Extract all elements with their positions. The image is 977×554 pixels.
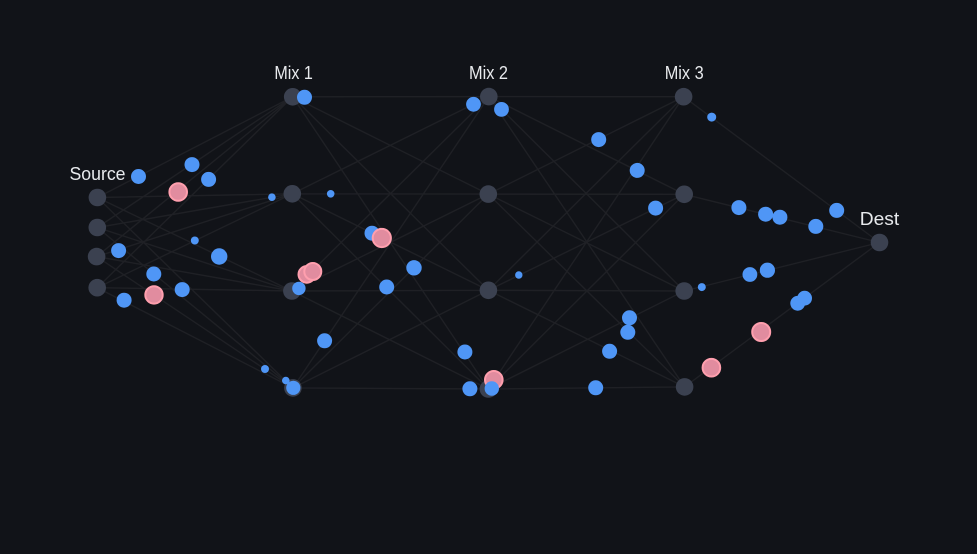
svg-text:Source: Source (70, 164, 126, 184)
svg-text:Dest: Dest (860, 209, 900, 229)
svg-text:Mix 2: Mix 2 (469, 63, 508, 83)
svg-text:Mix 1: Mix 1 (274, 63, 313, 83)
svg-text:Mix 3: Mix 3 (665, 63, 704, 83)
